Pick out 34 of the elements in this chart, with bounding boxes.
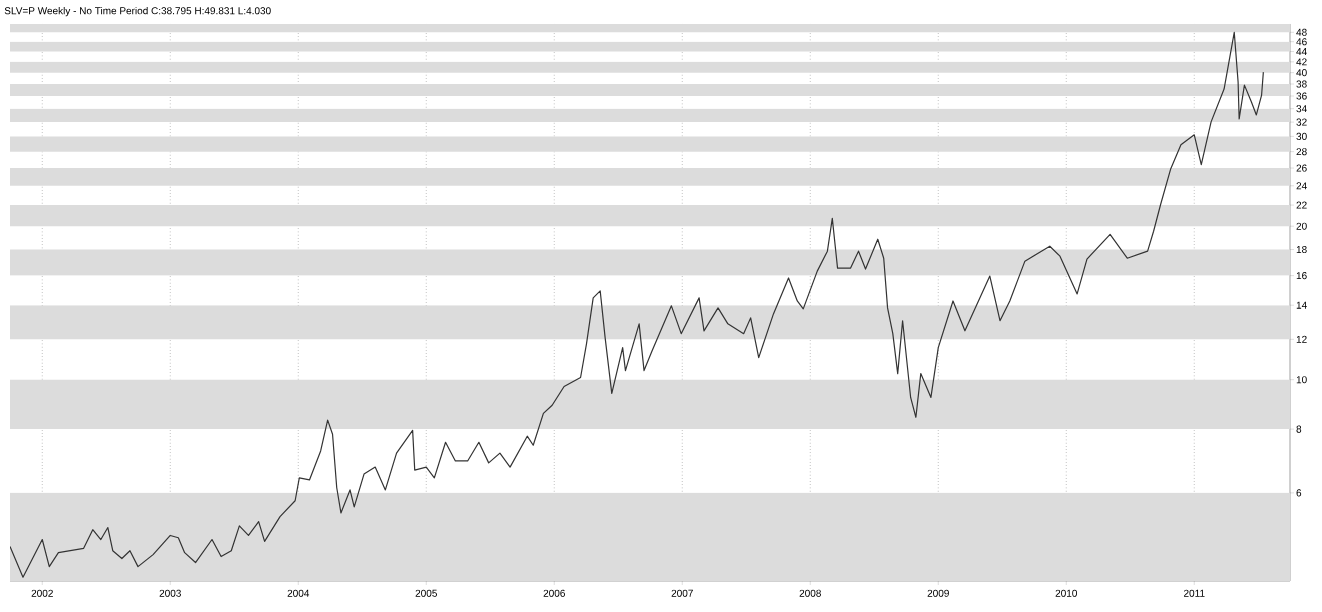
x-tick-label: 2010	[1055, 589, 1077, 597]
y-tick-label: 20	[1296, 222, 1307, 230]
y-tick-label: 44	[1296, 48, 1307, 55]
y-tick-label: 40	[1296, 69, 1307, 77]
y-tick-label: 42	[1296, 58, 1307, 66]
y-tick-label: 12	[1296, 335, 1307, 343]
y-tick-label: 46	[1296, 38, 1307, 46]
y-tick-label: 24	[1296, 182, 1307, 190]
x-tick-label: 2003	[159, 589, 181, 597]
y-tick-label: 30	[1296, 132, 1307, 140]
y-tick-label: 16	[1296, 272, 1307, 280]
x-tick-label: 2002	[31, 589, 53, 597]
y-tick-label: 6	[1296, 489, 1302, 497]
x-tick-label: 2006	[543, 589, 565, 597]
chart-title: SLV=P Weekly - No Time Period C:38.795 H:49.831 L:4.030	[4, 6, 271, 17]
y-tick-label: 8	[1296, 425, 1302, 433]
x-tick-label: 2011	[1184, 589, 1205, 597]
y-tick-label: 18	[1296, 245, 1307, 254]
line-series	[10, 31, 1264, 578]
y-tick-label: 10	[1296, 376, 1307, 384]
y-tick-label: 34	[1296, 105, 1307, 113]
x-tick-label: 2005	[415, 589, 437, 597]
y-tick-label: 14	[1296, 301, 1307, 309]
x-tick-label: 2004	[287, 589, 310, 597]
y-tick-label: 36	[1296, 92, 1307, 100]
y-tick-label: 38	[1296, 80, 1307, 88]
y-tick-label: 26	[1296, 164, 1307, 172]
x-tick-label: 2008	[799, 589, 821, 597]
x-tick-label: 2007	[671, 589, 693, 597]
y-tick-label: 22	[1296, 201, 1307, 209]
y-tick-label: 28	[1296, 148, 1307, 156]
y-tick-label: 48	[1296, 28, 1307, 36]
x-tick-label: 2009	[927, 589, 949, 597]
y-tick-label: 32	[1296, 118, 1307, 126]
